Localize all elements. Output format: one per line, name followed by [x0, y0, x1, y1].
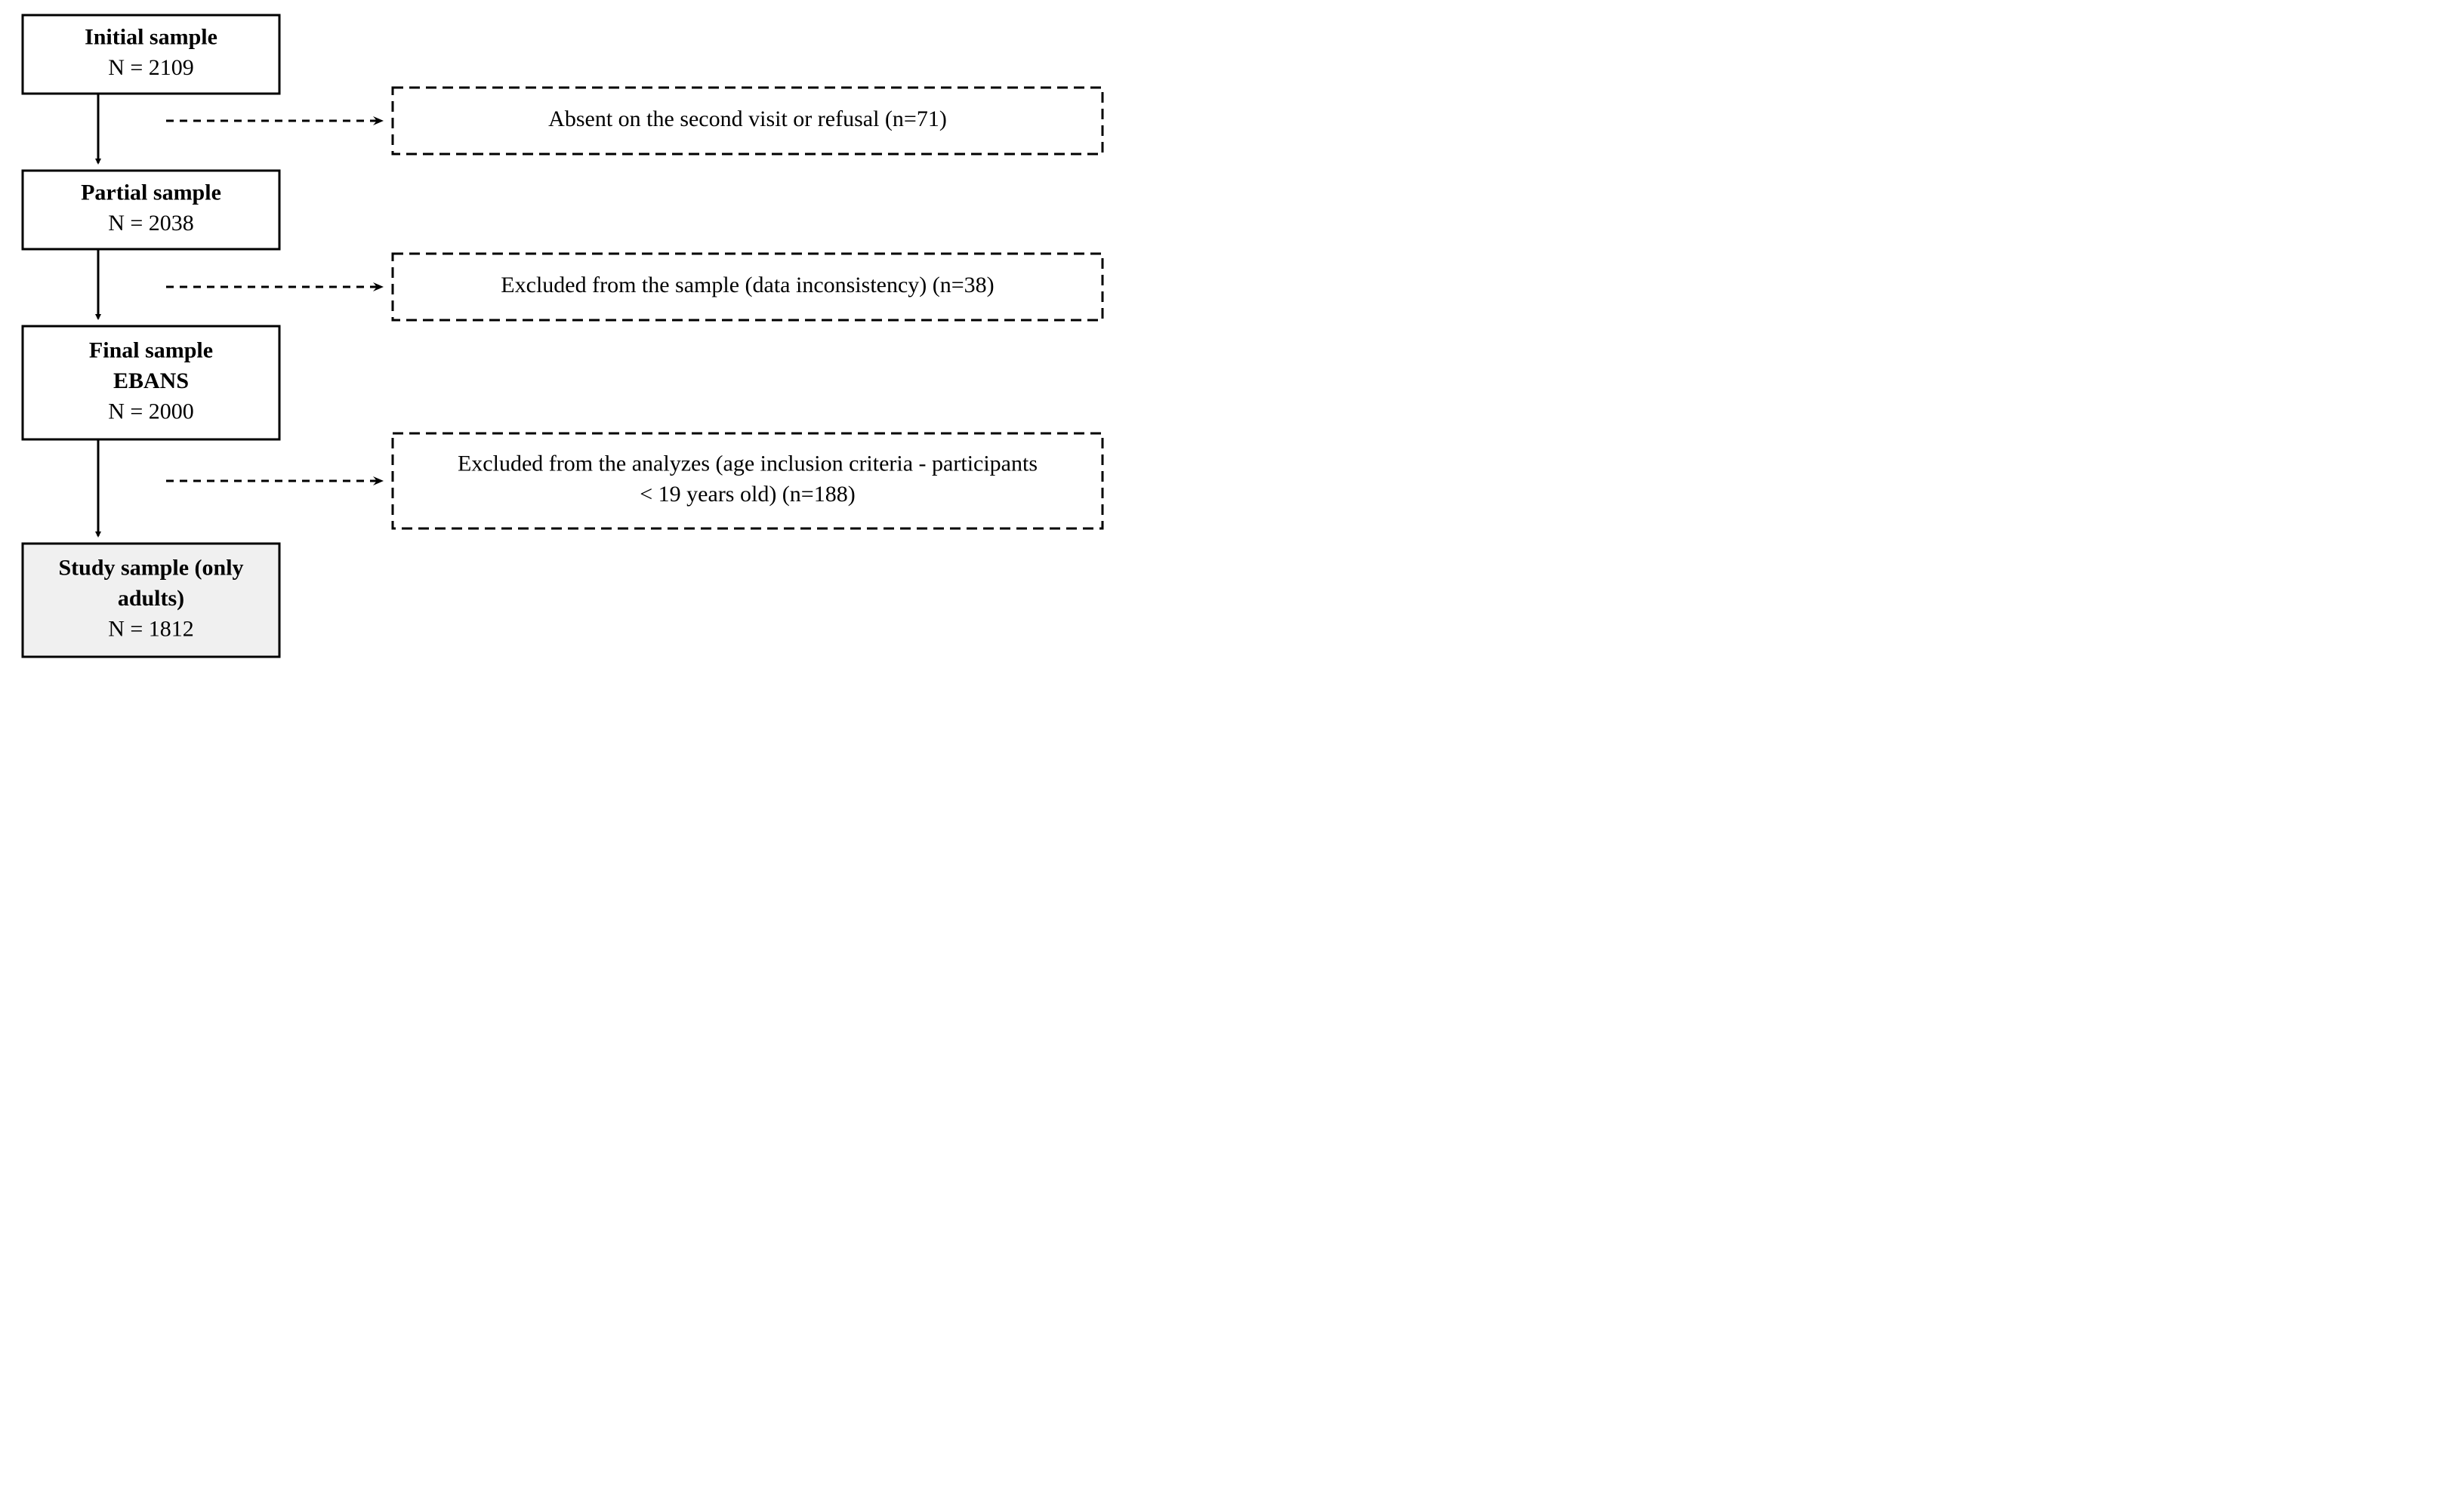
- flow-box-label: Initial sample: [85, 25, 217, 50]
- flow-box-label: adults): [118, 586, 184, 611]
- exclusion-box-e3: [393, 433, 1102, 528]
- flow-box-label: N = 2038: [108, 211, 194, 236]
- exclusion-box-label: Excluded from the sample (data inconsist…: [501, 273, 994, 297]
- flow-box-label: Study sample (only: [58, 555, 243, 580]
- flow-box-label: N = 2000: [108, 399, 194, 424]
- exclusion-box-label: Excluded from the analyzes (age inclusio…: [458, 451, 1038, 476]
- exclusion-box-label: Absent on the second visit or refusal (n…: [548, 106, 947, 131]
- exclusion-box-label: < 19 years old) (n=188): [640, 482, 855, 507]
- flow-box-label: Final sample: [89, 337, 213, 362]
- flow-box-label: EBANS: [113, 368, 189, 393]
- flowchart-svg: Initial sample N = 2109 Partial sample N = …: [0, 0, 1123, 731]
- flow-box-label: N = 1812: [108, 616, 194, 641]
- flow-box-label: Partial sample: [81, 180, 221, 205]
- flow-box-label: N = 2109: [108, 55, 194, 80]
